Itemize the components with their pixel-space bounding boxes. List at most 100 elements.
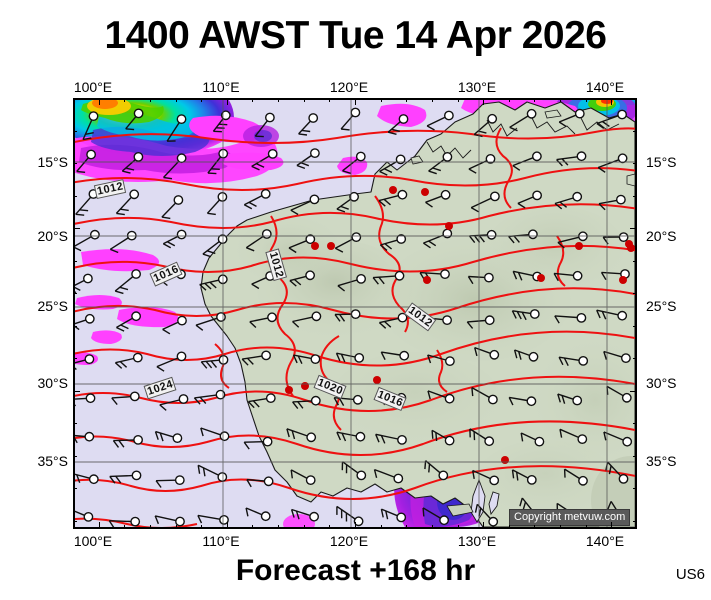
axis-tick [176,525,177,529]
wind-barb [298,113,319,136]
wind-barb [596,109,627,129]
wind-barb [75,273,93,294]
wind-barb [197,464,228,482]
wind-barb [155,475,185,488]
wind-barb [336,505,364,527]
wind-barb [251,149,278,171]
wind-barb [289,270,316,287]
wind-barb [342,151,366,174]
axis-tick [73,196,77,197]
wind-barb [249,312,277,329]
axis-tick [633,326,637,327]
axis-label-bottom-120E: 120°E [329,533,369,549]
wind-barb [75,229,100,252]
axis-tick [201,525,202,529]
wind-barb [207,148,229,175]
wind-barb [511,309,540,321]
axis-label-left-35S: 35°S [37,453,68,469]
wind-barb [75,313,95,331]
axis-tick [560,98,561,102]
map-graphics [75,100,635,527]
wind-barb [466,315,495,329]
axis-tick [630,228,637,229]
wind-barb [517,190,542,209]
city-marker [619,276,627,284]
wind-barb [558,108,585,128]
wind-barb [427,390,455,404]
wind-barb [372,270,405,285]
wind-barb [116,311,141,332]
axis-tick [633,488,637,489]
axis-tick [355,98,356,105]
axis-tick [586,98,587,102]
wind-barb [286,428,317,443]
wind-barb [474,503,499,527]
wind-barb [511,469,537,485]
wind-barb [156,351,187,372]
axis-tick [73,131,77,132]
wind-barb [508,396,537,407]
axis-tick [560,525,561,529]
wind-barb [162,315,187,335]
axis-tick [483,98,484,105]
axis-tick [73,261,77,262]
wind-barb [254,112,275,138]
city-marker [627,244,635,252]
axis-tick [329,98,330,102]
axis-label-top-130E: 130°E [457,79,497,95]
precip-streak-h [91,330,122,344]
axis-label-right-35S: 35°S [646,453,677,469]
axis-tick [483,522,484,529]
axis-tick [73,488,77,489]
axis-label-bottom-130E: 130°E [457,533,497,549]
wind-barb [472,469,500,486]
map-canvas: 1012 1016 1024 1020 1012 1012 1016 Copyr… [75,100,635,527]
axis-tick [73,521,77,522]
wind-barb [288,234,316,254]
city-marker [537,274,545,282]
axis-tick [534,98,535,102]
wind-barb [243,189,271,210]
city-marker [301,382,309,390]
city-marker [285,386,293,394]
wind-barb [75,393,96,407]
axis-tick [73,456,77,457]
axis-label-right-30S: 30°S [646,375,677,391]
wind-barb [296,148,320,170]
wind-barb [75,431,95,444]
axis-tick [406,98,407,102]
wind-barb [427,354,455,366]
axis-tick [227,522,228,529]
wind-barb [206,192,228,216]
city-marker [311,242,319,250]
axis-tick [278,525,279,529]
wind-barb [513,349,539,362]
axis-tick [611,522,612,529]
axis-tick [432,525,433,529]
city-marker [501,456,509,464]
page-title: 1400 AWST Tue 14 Apr 2026 [104,14,607,57]
wind-barb [422,507,449,526]
wind-barb [380,508,407,523]
wind-barb [197,514,229,525]
wind-barb [428,152,453,175]
city-marker [327,242,335,250]
wind-barb [378,189,408,207]
axis-label-left-30S: 30°S [37,375,68,391]
wind-barb [115,189,140,216]
axis-tick [633,358,637,359]
axis-tick [73,423,77,424]
wind-barb [75,354,95,371]
wind-barb [75,510,94,522]
city-marker [575,242,583,250]
forecast-map[interactable]: 1012 1016 1024 1020 1012 1012 1016 Copyr… [73,98,637,529]
wind-barb [554,191,583,210]
axis-tick [633,521,637,522]
city-marker [373,376,381,384]
wind-barb [109,470,142,484]
wind-barb [114,269,141,295]
axis-tick [73,391,80,392]
forecast-lead-time: Forecast +168 hr [235,554,476,587]
wind-barb [245,507,271,522]
